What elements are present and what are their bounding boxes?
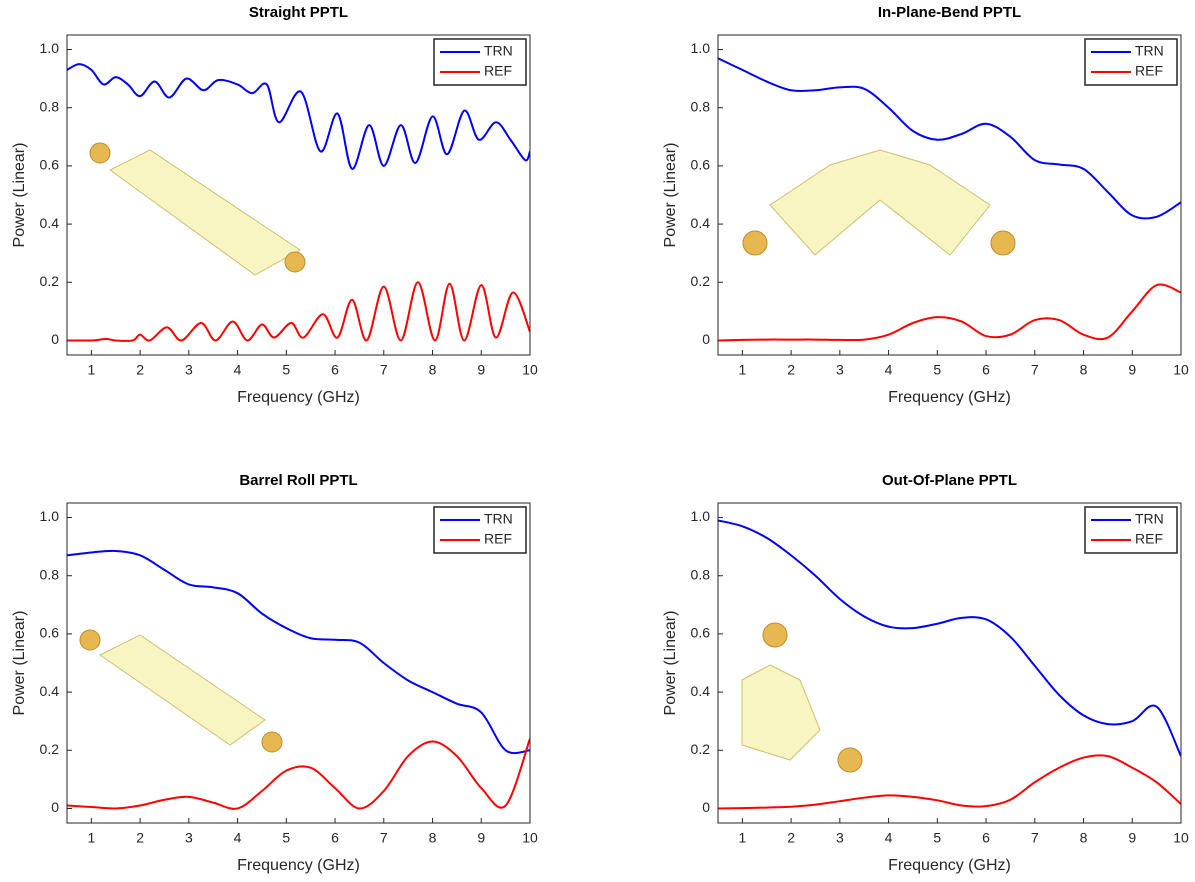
x-tick-label: 7 xyxy=(380,830,388,846)
x-tick-label: 5 xyxy=(933,362,941,378)
x-tick-label: 9 xyxy=(1128,830,1136,846)
x-tick-label: 7 xyxy=(380,362,388,378)
legend-label: TRN xyxy=(484,43,513,59)
y-tick-label: 0.6 xyxy=(40,157,60,173)
figure: Straight PPTL Frequency (GHz) Power (Linea… xyxy=(0,0,1195,882)
x-tick-label: 8 xyxy=(1080,362,1088,378)
x-tick-label: 10 xyxy=(522,362,538,378)
x-tick-label: 8 xyxy=(429,830,437,846)
y-tick-label: 0.6 xyxy=(40,625,60,641)
y-tick-label: 0 xyxy=(51,799,59,815)
legend-label: REF xyxy=(1135,63,1163,79)
x-tick-label: 6 xyxy=(331,830,339,846)
inset-device xyxy=(80,143,1015,772)
x-tick-label: 4 xyxy=(234,830,242,846)
x-tick-label: 3 xyxy=(185,830,193,846)
y-tick-label: 0.8 xyxy=(691,566,711,582)
series-line xyxy=(67,739,530,809)
x-tick-label: 9 xyxy=(477,362,485,378)
y-tick-label: 0.4 xyxy=(691,683,711,699)
legend-label: REF xyxy=(484,531,512,547)
x-tick-label: 10 xyxy=(1173,830,1189,846)
x-tick-label: 1 xyxy=(87,362,95,378)
x-tick-label: 3 xyxy=(185,362,193,378)
x-tick-label: 2 xyxy=(136,362,144,378)
x-tick-label: 5 xyxy=(282,830,290,846)
y-axis-label: Power (Linear) xyxy=(662,611,679,716)
x-tick-label: 1 xyxy=(738,362,746,378)
x-axis-label: Frequency (GHz) xyxy=(888,857,1011,874)
x-tick-label: 2 xyxy=(136,830,144,846)
x-tick-label: 9 xyxy=(1128,362,1136,378)
y-axis-label: Power (Linear) xyxy=(11,611,28,716)
x-tick-label: 4 xyxy=(885,830,893,846)
y-tick-label: 1.0 xyxy=(40,508,60,524)
x-tick-label: 2 xyxy=(787,362,795,378)
x-tick-label: 5 xyxy=(933,830,941,846)
legend-label: TRN xyxy=(1135,43,1164,59)
y-axis-label: Power (Linear) xyxy=(662,143,679,248)
y-tick-label: 1.0 xyxy=(691,40,711,56)
y-axis-label: Power (Linear) xyxy=(11,143,28,248)
x-axis-label: Frequency (GHz) xyxy=(237,389,360,406)
y-tick-label: 0.8 xyxy=(691,98,711,114)
chart-title: Out-Of-Plane PPTL xyxy=(882,472,1017,489)
y-tick-label: 0 xyxy=(702,331,710,347)
x-tick-label: 8 xyxy=(1080,830,1088,846)
chart-title: Barrel Roll PPTL xyxy=(239,472,357,489)
x-tick-label: 4 xyxy=(234,362,242,378)
x-tick-label: 2 xyxy=(787,830,795,846)
y-tick-label: 0.4 xyxy=(691,215,711,231)
x-tick-label: 5 xyxy=(282,362,290,378)
legend-label: REF xyxy=(1135,531,1163,547)
y-tick-label: 0.6 xyxy=(691,625,711,641)
series-line xyxy=(67,282,530,341)
y-tick-label: 0.4 xyxy=(40,215,60,231)
x-tick-label: 1 xyxy=(87,830,95,846)
x-tick-label: 10 xyxy=(1173,362,1189,378)
x-tick-label: 7 xyxy=(1031,830,1039,846)
x-tick-label: 3 xyxy=(836,830,844,846)
y-tick-label: 0.2 xyxy=(691,273,711,289)
legend-label: REF xyxy=(484,63,512,79)
x-tick-label: 6 xyxy=(982,830,990,846)
x-tick-label: 1 xyxy=(738,830,746,846)
chart-title: In-Plane-Bend PPTL xyxy=(878,4,1021,21)
y-tick-label: 0.2 xyxy=(691,741,711,757)
y-tick-label: 0.2 xyxy=(40,741,60,757)
y-tick-label: 0 xyxy=(51,331,59,347)
chart-title: Straight PPTL xyxy=(249,4,348,21)
y-tick-label: 1.0 xyxy=(691,508,711,524)
y-tick-label: 0.2 xyxy=(40,273,60,289)
x-tick-label: 4 xyxy=(885,362,893,378)
x-tick-label: 10 xyxy=(522,830,538,846)
x-axis-label: Frequency (GHz) xyxy=(237,857,360,874)
x-tick-label: 6 xyxy=(331,362,339,378)
x-tick-label: 8 xyxy=(429,362,437,378)
x-tick-label: 3 xyxy=(836,362,844,378)
y-tick-label: 0.8 xyxy=(40,98,60,114)
y-tick-label: 0 xyxy=(702,799,710,815)
y-tick-label: 0.8 xyxy=(40,566,60,582)
series-line xyxy=(718,755,1181,808)
y-tick-label: 0.4 xyxy=(40,683,60,699)
y-tick-label: 0.6 xyxy=(691,157,711,173)
series-line xyxy=(718,285,1181,341)
legend-label: TRN xyxy=(1135,511,1164,527)
legend-label: TRN xyxy=(484,511,513,527)
y-tick-label: 1.0 xyxy=(40,40,60,56)
x-tick-label: 9 xyxy=(477,830,485,846)
x-tick-label: 7 xyxy=(1031,362,1039,378)
x-axis-label: Frequency (GHz) xyxy=(888,389,1011,406)
x-tick-label: 6 xyxy=(982,362,990,378)
